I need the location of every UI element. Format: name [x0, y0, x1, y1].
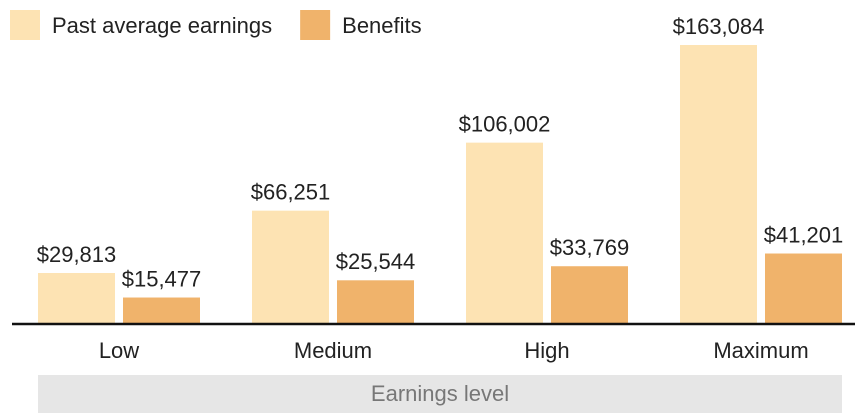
data-label: $25,544 — [336, 249, 416, 274]
x-tick-label: Maximum — [713, 338, 808, 363]
bar — [337, 280, 414, 324]
bar — [466, 142, 543, 324]
x-tick-label: Low — [99, 338, 139, 363]
legend-swatch — [300, 10, 331, 40]
legend-swatch — [10, 10, 40, 40]
bar — [765, 253, 842, 324]
x-tick-label: High — [524, 338, 569, 363]
data-label: $66,251 — [251, 179, 331, 204]
bar — [680, 45, 757, 324]
bar — [252, 210, 329, 324]
data-label: $163,084 — [673, 14, 765, 39]
legend-label: Past average earnings — [52, 13, 272, 38]
x-axis-band — [38, 375, 842, 413]
x-tick-label: Medium — [294, 338, 372, 363]
data-label: $15,477 — [122, 266, 202, 291]
data-label: $41,201 — [764, 222, 844, 247]
data-label: $33,769 — [550, 235, 630, 260]
data-label: $29,813 — [37, 242, 117, 267]
bar — [551, 266, 628, 324]
bar — [38, 272, 115, 324]
x-axis-label: Earnings level — [371, 381, 509, 406]
bar — [123, 297, 200, 324]
data-label: $106,002 — [459, 111, 551, 136]
legend-label: Benefits — [342, 13, 422, 38]
